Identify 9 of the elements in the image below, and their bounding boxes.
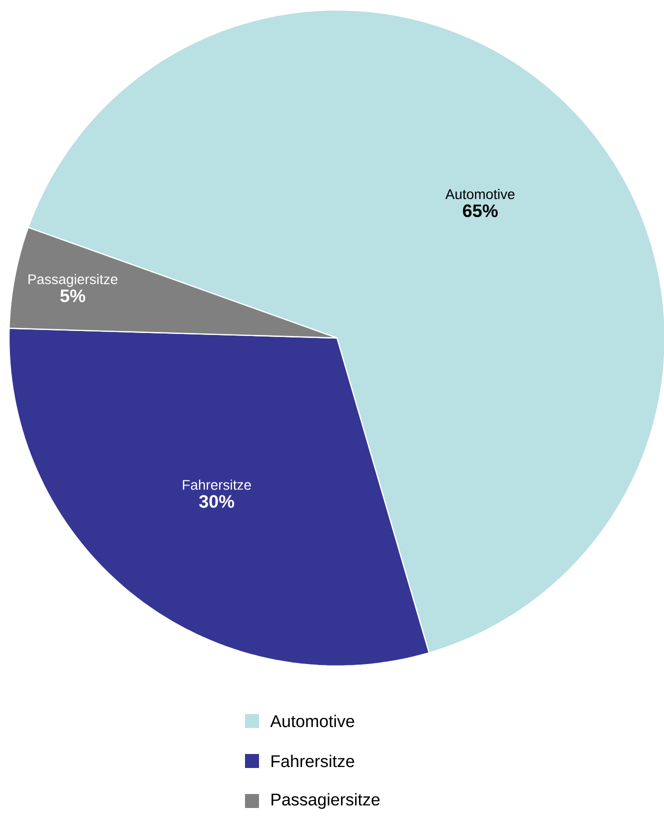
slice-label: Fahrersitze [182, 480, 251, 490]
slice-label: Automotive [445, 188, 515, 200]
legend-label: Automotive [270, 714, 354, 728]
slice-label: Passagiersitze [28, 274, 118, 287]
data-label: 65% [462, 204, 498, 218]
data-label: 5% [60, 290, 86, 302]
data-label: 30% [199, 495, 234, 508]
legend-label: Passagiersitze [272, 793, 380, 809]
legend-label: Fahrersitze [272, 754, 354, 768]
